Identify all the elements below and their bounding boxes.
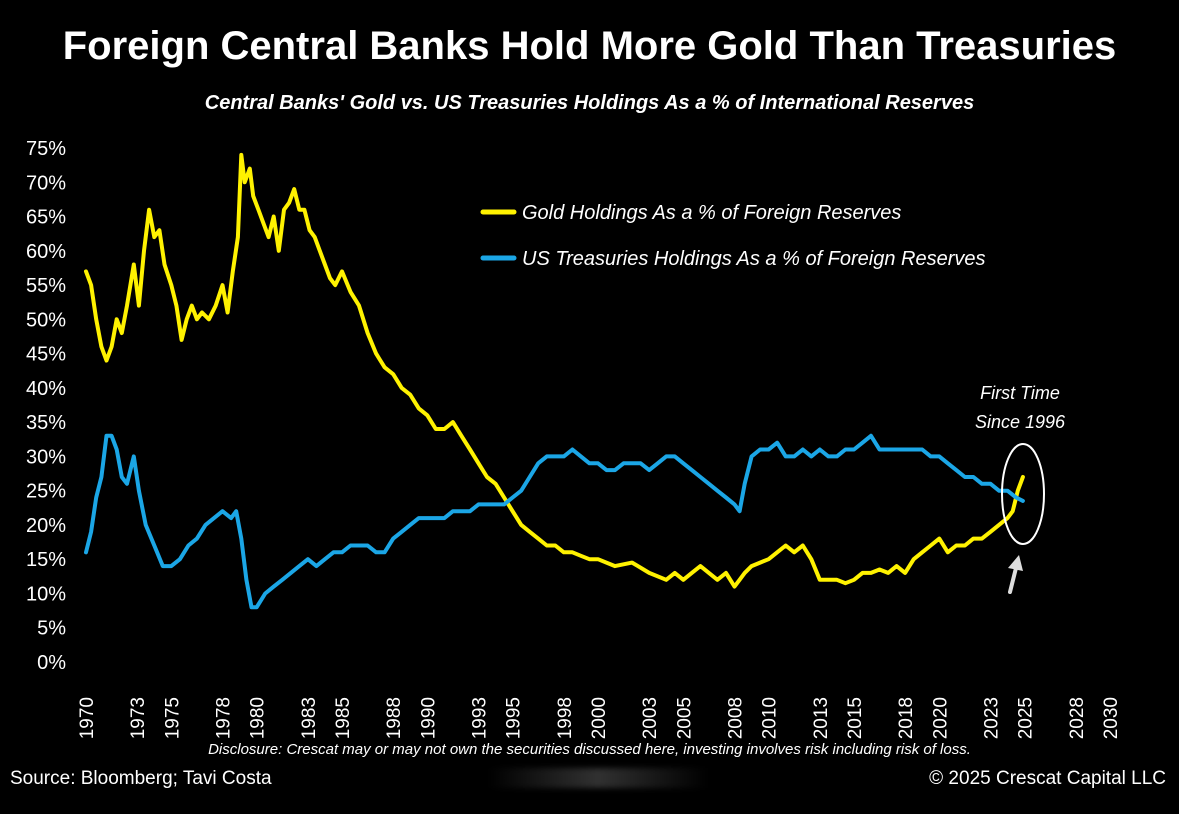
x-tick-label: 2008 <box>725 697 746 739</box>
y-tick-label: 10% <box>26 583 66 605</box>
x-tick-label: 2013 <box>811 697 832 739</box>
arrow-head <box>1008 555 1023 571</box>
x-tick-label: 2015 <box>845 697 866 739</box>
copyright-text: © 2025 Crescat Capital LLC <box>929 768 1166 789</box>
highlight-ellipse <box>1001 443 1045 545</box>
treasuries-series-line <box>84 433 1025 610</box>
source-text: Source: Bloomberg; Tavi Costa <box>10 768 272 789</box>
x-tick-label: 2025 <box>1016 697 1037 739</box>
blurred-watermark <box>488 768 708 788</box>
y-tick-label: 15% <box>26 549 66 571</box>
y-tick-label: 40% <box>26 378 66 400</box>
x-tick-label: 1970 <box>77 697 98 739</box>
y-tick-label: 35% <box>26 412 66 434</box>
x-tick-label: 1998 <box>555 697 576 739</box>
x-tick-label: 2010 <box>760 697 781 739</box>
arrow-shaft <box>1008 566 1018 594</box>
x-tick-label: 1993 <box>470 697 491 739</box>
x-tick-label: 1978 <box>214 697 235 739</box>
y-tick-label: 70% <box>26 172 66 194</box>
gold-series-line <box>84 152 1025 589</box>
annotation-text: First Time <box>980 383 1060 403</box>
y-tick-label: 75% <box>26 138 66 160</box>
y-tick-label: 0% <box>37 652 66 674</box>
legend-gold-label: Gold Holdings As a % of Foreign Reserves <box>522 202 901 224</box>
x-tick-label: 1985 <box>333 697 354 739</box>
x-tick-label: 2028 <box>1067 697 1088 739</box>
x-tick-label: 1995 <box>504 697 525 739</box>
y-tick-label: 5% <box>37 618 66 640</box>
y-tick-label: 60% <box>26 241 66 263</box>
y-tick-label: 65% <box>26 207 66 229</box>
y-tick-label: 45% <box>26 344 66 366</box>
x-tick-label: 1990 <box>418 697 439 739</box>
legend-treasuries-label: US Treasuries Holdings As a % of Foreign… <box>522 248 986 270</box>
y-tick-label: 55% <box>26 275 66 297</box>
x-tick-label: 2030 <box>1101 697 1122 739</box>
y-tick-label: 25% <box>26 481 66 503</box>
x-tick-label: 2018 <box>896 697 917 739</box>
disclosure-text: Disclosure: Crescat may or may not own t… <box>208 741 971 758</box>
y-tick-label: 50% <box>26 309 66 331</box>
annotation-text: Since 1996 <box>975 412 1066 432</box>
x-tick-label: 1983 <box>299 697 320 739</box>
x-tick-label: 2005 <box>674 697 695 739</box>
x-tick-label: 2020 <box>930 697 951 739</box>
y-tick-label: 20% <box>26 515 66 537</box>
x-tick-label: 2023 <box>981 697 1002 739</box>
x-tick-label: 2000 <box>589 697 610 739</box>
x-tick-label: 2003 <box>640 697 661 739</box>
chart-subtitle: Central Banks' Gold vs. US Treasuries Ho… <box>204 92 975 114</box>
chart-title: Foreign Central Banks Hold More Gold Tha… <box>62 24 1117 68</box>
x-tick-label: 1975 <box>162 697 183 739</box>
y-tick-label: 30% <box>26 446 66 468</box>
x-tick-label: 1980 <box>248 697 269 739</box>
x-tick-label: 1973 <box>128 697 149 739</box>
x-tick-label: 1988 <box>384 697 405 739</box>
